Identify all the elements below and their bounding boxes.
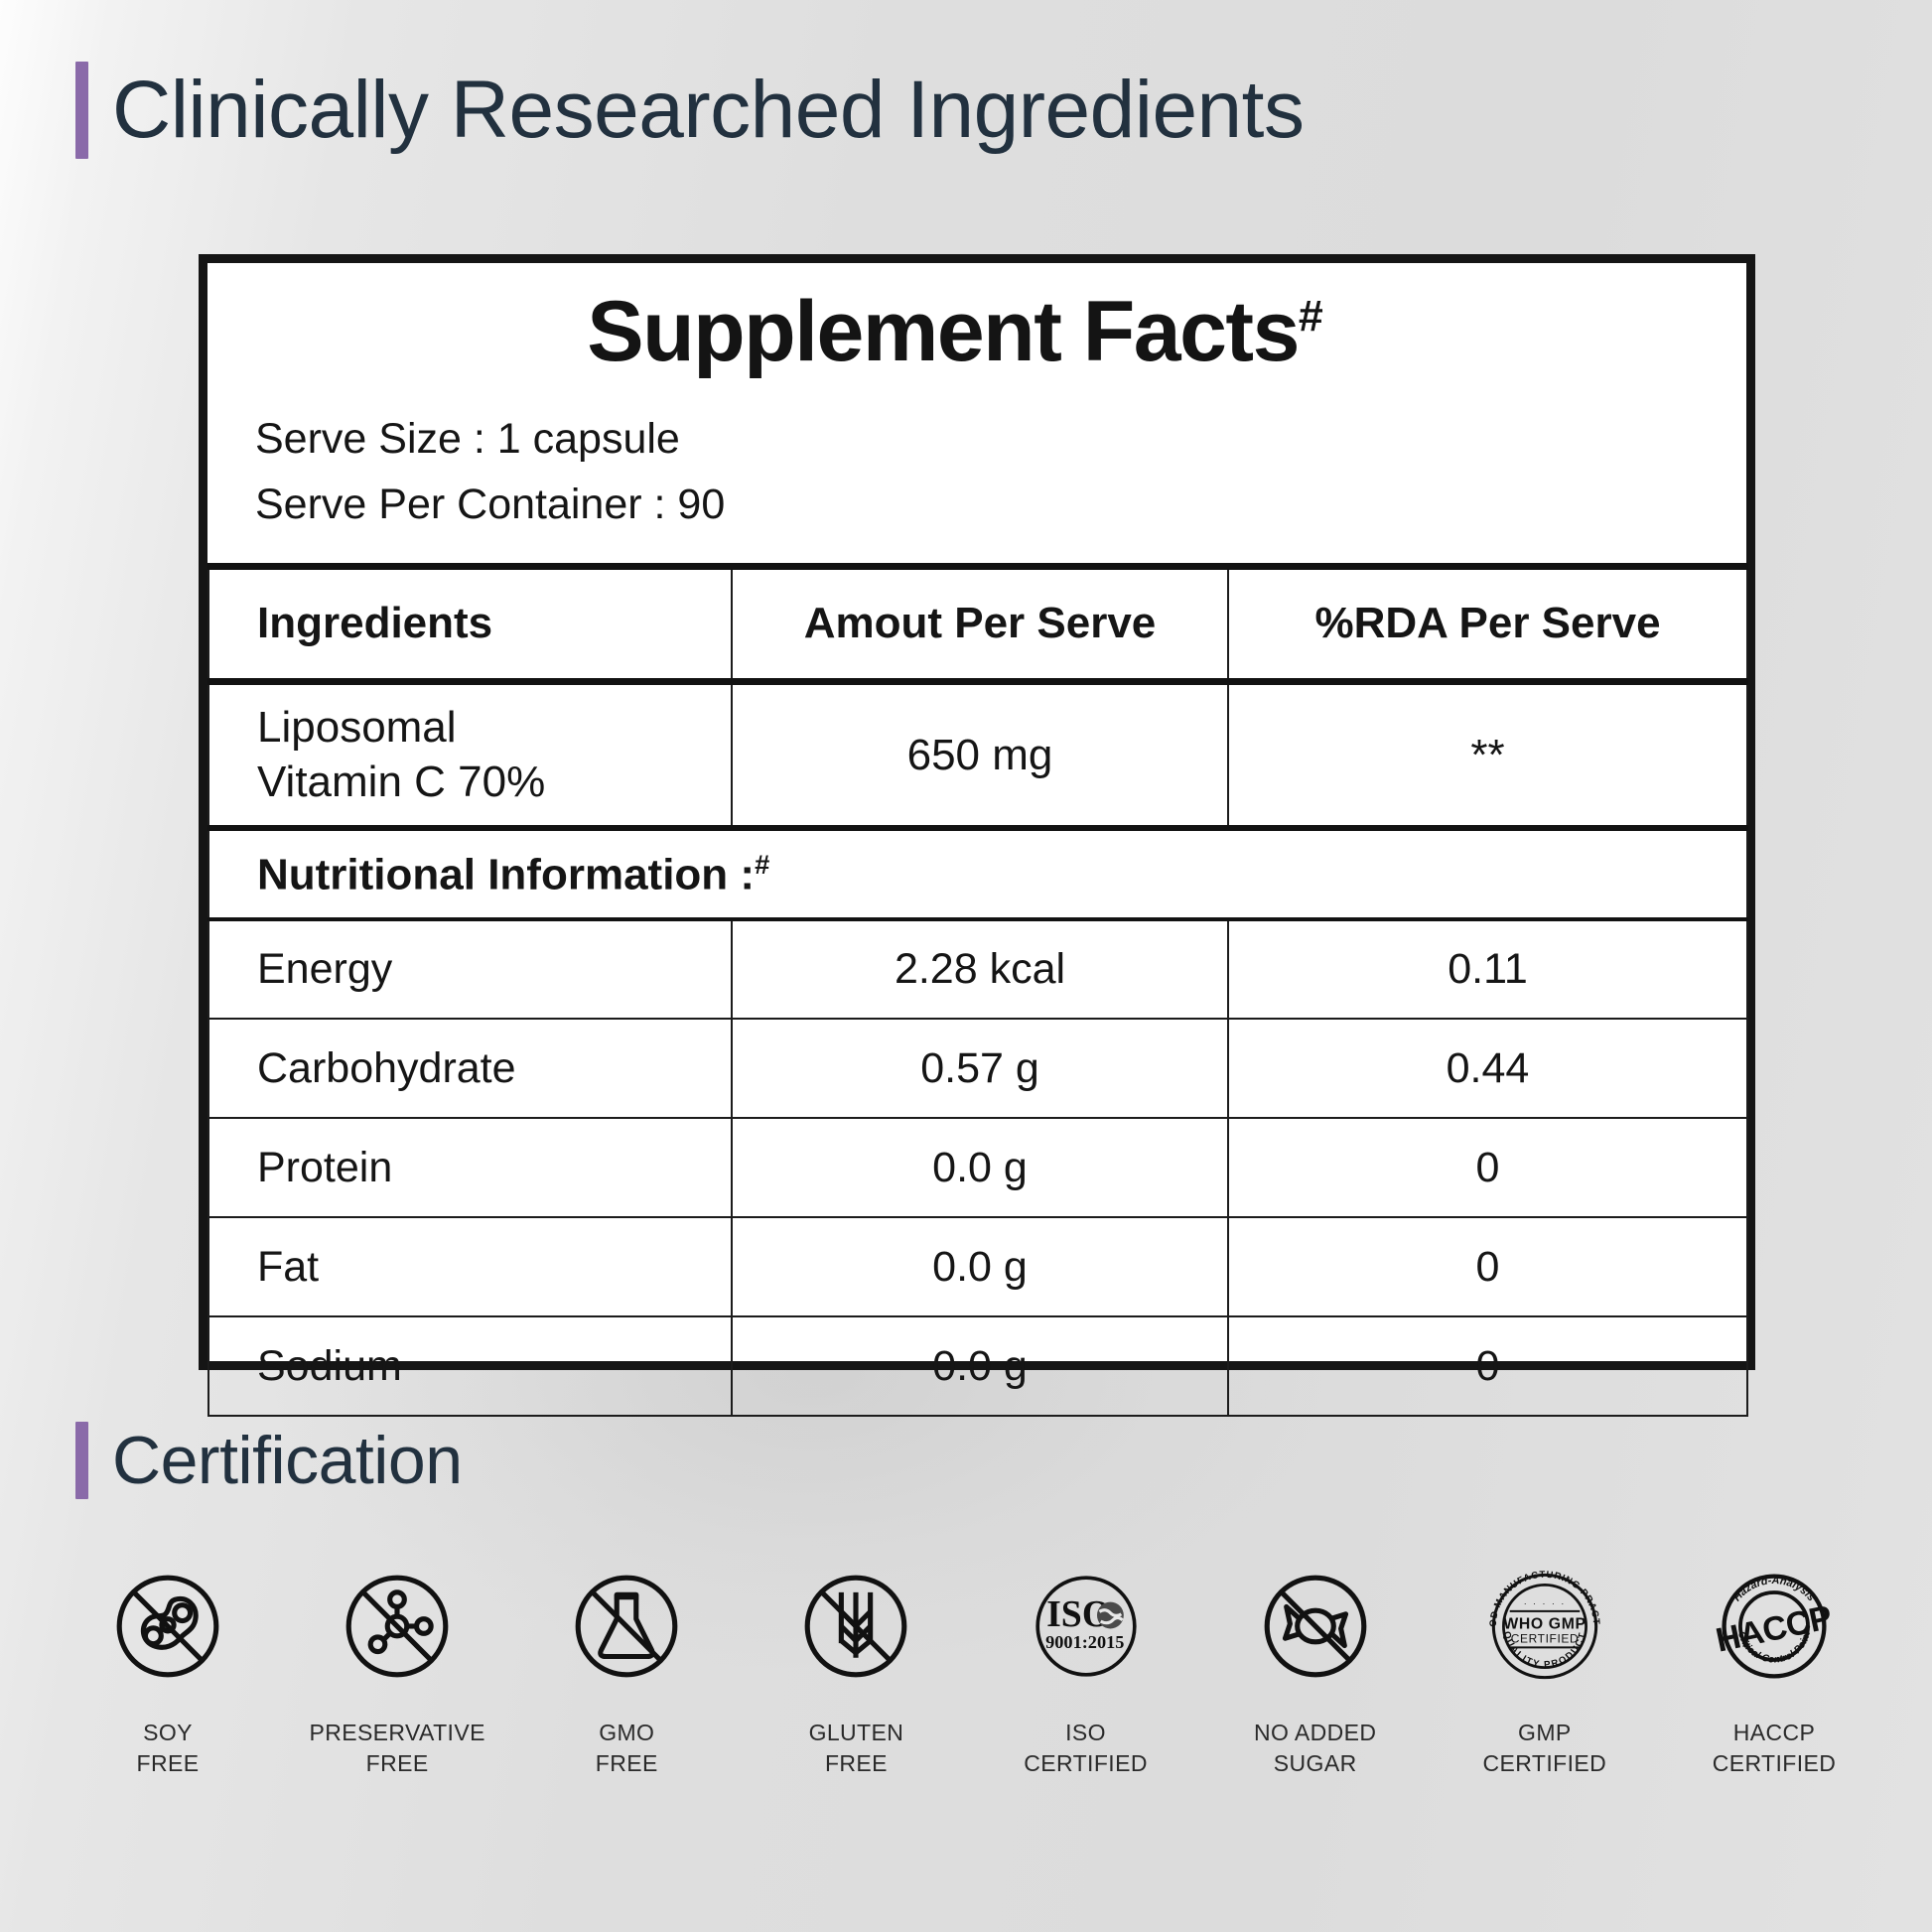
nutrient-amount-fat: 0.0 g [731, 1216, 1229, 1318]
certification-item-preservative-free: PRESERVATIVE FREE [289, 1561, 505, 1778]
accent-bar-ingredients [75, 62, 88, 159]
nutrient-amount-sodium: 0.0 g [731, 1315, 1229, 1418]
accent-bar-certification [75, 1422, 88, 1499]
section-heading-certification: Certification [75, 1422, 463, 1499]
iso-badge-standard: 9001:2015 [1045, 1632, 1124, 1652]
table-row: Fat 0.0 g 0 [207, 1216, 1748, 1318]
nutritional-information-header: Nutritional Information :# [207, 827, 1748, 922]
certification-item-gmo-free: GMO FREE [518, 1561, 735, 1778]
table-header-row: Ingredients Amout Per Serve %RDA Per Ser… [207, 562, 1748, 685]
certification-label: PRESERVATIVE FREE [309, 1720, 485, 1776]
gmp-certified-icon: GOOD MANUFACTURING PRACTICE QUALITY PROD… [1479, 1561, 1610, 1692]
facts-title-superscript: # [1298, 292, 1323, 342]
ingredient-name-line-2: Vitamin C 70% [257, 757, 546, 806]
ingredient-name: Liposomal Vitamin C 70% [207, 680, 733, 832]
ingredient-rda: ** [1227, 680, 1748, 832]
haccp-badge-outer-top: Hazard-Analysis [1731, 1575, 1818, 1603]
svg-text:· · · · ·: · · · · · [1524, 1598, 1567, 1608]
nutritional-information-superscript: # [755, 849, 770, 881]
serving-info: Serve Size : 1 capsule Serve Per Contain… [207, 377, 1746, 537]
certification-label: GMO FREE [595, 1720, 658, 1776]
nutrient-name-fat: Fat [207, 1216, 733, 1318]
ingredients-heading-text: Clinically Researched Ingredients [112, 65, 1305, 155]
ingredient-amount: 650 mg [731, 680, 1229, 832]
column-header-ingredients: Ingredients [207, 562, 733, 685]
section-heading-ingredients: Clinically Researched Ingredients [75, 62, 1305, 159]
gmp-badge-sub: CERTIFIED [1511, 1631, 1580, 1645]
column-header-amount: Amout Per Serve [731, 562, 1229, 685]
nutrient-name-carbohydrate: Carbohydrate [207, 1018, 733, 1120]
iso-certified-icon: ISO 9001:2015 [1021, 1561, 1152, 1692]
gmp-badge-main: WHO GMP [1503, 1616, 1586, 1633]
certification-item-iso-certified: ISO 9001:2015 ISO CERTIFIED [978, 1561, 1194, 1778]
haccp-certified-icon: Hazard-Analysis Critical-Control-Point H… [1709, 1561, 1840, 1692]
table-row: Protein 0.0 g 0 [207, 1117, 1748, 1219]
ingredient-name-line-1: Liposomal [257, 703, 457, 753]
serve-size-line: Serve Size : 1 capsule [255, 415, 680, 464]
certification-item-haccp-certified: Hazard-Analysis Critical-Control-Point H… [1666, 1561, 1882, 1778]
nutrient-name-sodium: Sodium [207, 1315, 733, 1418]
certification-item-gmp-certified: GOOD MANUFACTURING PRACTICE QUALITY PROD… [1437, 1561, 1653, 1778]
svg-text:Hazard-Analysis: Hazard-Analysis [1731, 1575, 1818, 1603]
certification-label: HACCP CERTIFIED [1712, 1720, 1837, 1776]
certification-badges: SOY FREE PRESERVATIVE FREE [60, 1561, 1882, 1778]
nutrient-rda-energy: 0.11 [1227, 918, 1748, 1021]
nutrient-rda-carbohydrate: 0.44 [1227, 1018, 1748, 1120]
serve-per-container-line: Serve Per Container : 90 [255, 480, 726, 528]
nutrient-rda-protein: 0 [1227, 1117, 1748, 1219]
no-added-sugar-icon [1250, 1561, 1381, 1692]
nutrient-amount-carbohydrate: 0.57 g [731, 1018, 1229, 1120]
gmo-free-icon [561, 1561, 692, 1692]
column-header-rda: %RDA Per Serve [1227, 562, 1748, 685]
gluten-free-icon [790, 1561, 921, 1692]
supplement-facts-title-text: Supplement Facts [587, 284, 1300, 379]
certification-heading-text: Certification [112, 1423, 463, 1498]
certification-label: SOY FREE [136, 1720, 200, 1776]
supplement-facts-panel: Supplement Facts# Serve Size : 1 capsule… [199, 254, 1755, 1418]
table-row: Carbohydrate 0.57 g 0.44 [207, 1018, 1748, 1120]
certification-item-soy-free: SOY FREE [60, 1561, 276, 1778]
nutrient-amount-energy: 2.28 kcal [731, 918, 1229, 1021]
table-row-liposomal-vitamin-c: Liposomal Vitamin C 70% 650 mg ** [207, 680, 1748, 832]
certification-label: ISO CERTIFIED [1024, 1720, 1148, 1776]
preservative-free-icon [332, 1561, 463, 1692]
supplement-facts-title: Supplement Facts# [207, 284, 1746, 379]
soy-free-icon [102, 1561, 233, 1692]
certification-item-no-added-sugar: NO ADDED SUGAR [1207, 1561, 1424, 1778]
nutritional-information-text: Nutritional Information : [257, 850, 756, 899]
nutrient-name-energy: Energy [207, 918, 733, 1021]
table-row: Energy 2.28 kcal 0.11 [207, 918, 1748, 1021]
nutrient-amount-protein: 0.0 g [731, 1117, 1229, 1219]
facts-title-block: Supplement Facts# [207, 263, 1746, 377]
certification-label: NO ADDED SUGAR [1254, 1720, 1377, 1776]
nutrient-rda-sodium: 0 [1227, 1315, 1748, 1418]
table-row: Sodium 0.0 g 0 [207, 1315, 1748, 1418]
certification-item-gluten-free: GLUTEN FREE [748, 1561, 964, 1778]
certification-label: GLUTEN FREE [808, 1720, 904, 1776]
nutrient-rda-fat: 0 [1227, 1216, 1748, 1318]
nutritional-information-header-row: Nutritional Information :# [207, 827, 1748, 922]
certification-label: GMP CERTIFIED [1482, 1720, 1607, 1776]
nutrient-name-protein: Protein [207, 1117, 733, 1219]
supplement-facts-table: Ingredients Amout Per Serve %RDA Per Ser… [207, 562, 1748, 1418]
